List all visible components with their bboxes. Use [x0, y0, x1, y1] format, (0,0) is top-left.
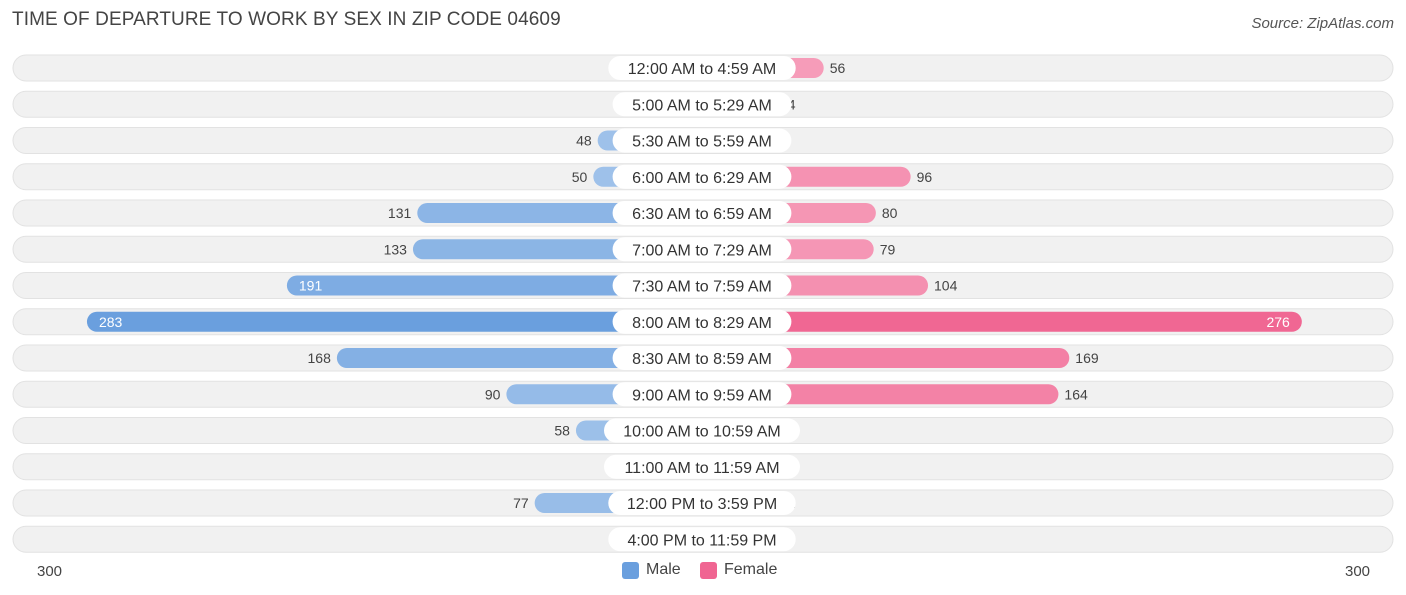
- chart-row: 58010:00 AM to 10:59 AM: [12, 417, 1394, 444]
- legend-label-female: Female: [724, 561, 778, 578]
- female-value-label: 169: [1075, 350, 1099, 366]
- legend-swatch-female: [700, 561, 717, 579]
- female-value-label: 104: [934, 278, 958, 294]
- chart-row: 283 276 8:00 AM to 8:29 AM: [12, 308, 1394, 336]
- category-label-pill: [612, 237, 792, 262]
- male-value-label: 77: [513, 495, 529, 511]
- category-label-pill: [612, 382, 792, 407]
- legend: Male Female: [0, 561, 1406, 581]
- category-label: 7:30 AM to 7:59 AM: [632, 279, 772, 296]
- male-bar: [86, 311, 703, 332]
- category-label: 4:00 PM to 11:59 PM: [627, 532, 776, 549]
- male-value-label: 50: [572, 169, 588, 185]
- chart-row: 168 169 8:30 AM to 8:59 AM: [12, 344, 1394, 372]
- male-bar: [336, 348, 702, 368]
- category-label: 8:00 AM to 8:29 AM: [632, 315, 772, 332]
- female-bar: [702, 311, 1302, 332]
- category-label-pill: [612, 92, 792, 117]
- category-label: 8:30 AM to 8:59 AM: [632, 351, 772, 368]
- category-label-pill: [612, 201, 792, 225]
- male-value-label: 48: [576, 133, 592, 149]
- male-value-label: 90: [485, 386, 501, 402]
- chart-row: 133 79 7:00 AM to 7:29 AM: [12, 235, 1394, 263]
- female-value-label: 79: [880, 241, 896, 257]
- axis-right-label: 300: [1345, 563, 1371, 580]
- male-bar: [286, 275, 702, 296]
- category-label-pill: [612, 273, 792, 298]
- category-label: 12:00 PM to 3:59 PM: [627, 496, 777, 513]
- male-value-label: 58: [554, 423, 570, 439]
- chart-row: 0145:00 AM to 5:29 AM: [12, 90, 1394, 118]
- chart-row: 004:00 PM to 11:59 PM: [12, 525, 1394, 553]
- category-label: 5:00 AM to 5:29 AM: [632, 97, 772, 114]
- legend-item-male: Male: [622, 561, 681, 579]
- category-label: 11:00 AM to 11:59 AM: [624, 460, 779, 477]
- category-label-pill: [612, 346, 792, 370]
- female-bar: [702, 384, 1059, 405]
- male-value-label: 283: [99, 314, 123, 330]
- category-label: 6:00 AM to 6:29 AM: [632, 170, 772, 187]
- chart-row: 50 96 6:00 AM to 6:29 AM: [12, 163, 1394, 191]
- category-label: 12:00 AM to 4:59 AM: [628, 61, 777, 78]
- category-label-pill: [604, 454, 800, 479]
- chart-row: 90 164 9:00 AM to 9:59 AM: [12, 380, 1394, 408]
- chart-row: 772112:00 PM to 3:59 PM: [12, 489, 1394, 517]
- category-label: 9:00 AM to 9:59 AM: [632, 387, 772, 404]
- category-label-pill: [604, 418, 800, 443]
- female-value-label: 56: [830, 60, 846, 76]
- legend-label-male: Male: [646, 561, 681, 578]
- female-bar: [702, 348, 1070, 368]
- category-label-pill: [612, 128, 792, 153]
- category-label-pill: [612, 309, 792, 334]
- category-label: 10:00 AM to 10:59 AM: [623, 424, 780, 441]
- female-value-label: 276: [1266, 314, 1290, 330]
- axis-left-label: 300: [37, 563, 63, 580]
- category-label-pill: [608, 56, 796, 80]
- legend-swatch-male: [622, 561, 639, 579]
- chart-title: TIME OF DEPARTURE TO WORK BY SEX IN ZIP …: [12, 9, 561, 30]
- female-value-label: 80: [882, 205, 898, 221]
- category-label-pill: [612, 164, 792, 189]
- category-label-pill: [608, 491, 796, 515]
- chart-row: 131 80 6:30 AM to 6:59 AM: [12, 199, 1394, 227]
- category-label: 7:00 AM to 7:29 AM: [632, 242, 772, 259]
- male-value-label: 133: [384, 241, 408, 257]
- female-value-label: 164: [1064, 386, 1088, 402]
- female-value-label: 96: [917, 169, 933, 185]
- chart-row: 05612:00 AM to 4:59 AM: [12, 54, 1394, 82]
- legend-item-female: Female: [700, 561, 777, 579]
- chart-row: 191 104 7:30 AM to 7:59 AM: [12, 272, 1394, 299]
- male-value-label: 131: [388, 205, 412, 221]
- category-label: 5:30 AM to 5:59 AM: [632, 134, 772, 151]
- chart-row: 4805:30 AM to 5:59 AM: [12, 127, 1394, 154]
- category-label-pill: [608, 527, 796, 552]
- category-label: 6:30 AM to 6:59 AM: [632, 206, 772, 223]
- chart-row: 3611:00 AM to 11:59 AM: [12, 453, 1394, 481]
- male-value-label: 168: [308, 350, 332, 366]
- source-note: Source: ZipAtlas.com: [1251, 15, 1394, 32]
- male-value-label: 191: [299, 278, 323, 294]
